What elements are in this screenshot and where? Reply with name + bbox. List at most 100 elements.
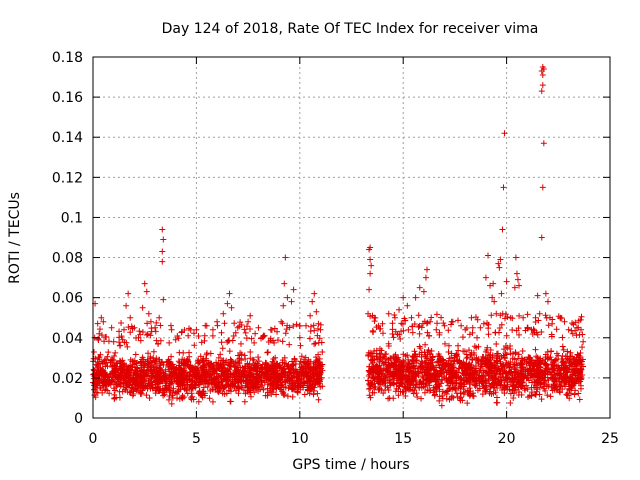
data-point bbox=[527, 356, 534, 363]
data-point bbox=[503, 332, 510, 339]
data-point bbox=[439, 388, 446, 395]
data-point bbox=[219, 345, 226, 352]
data-point bbox=[421, 359, 428, 366]
data-point bbox=[402, 392, 409, 399]
data-point bbox=[243, 323, 250, 330]
data-point bbox=[427, 351, 434, 358]
data-point bbox=[187, 364, 194, 371]
data-point bbox=[127, 314, 134, 321]
data-point bbox=[310, 391, 317, 398]
data-point bbox=[297, 369, 304, 376]
data-point bbox=[210, 376, 217, 383]
data-point bbox=[492, 373, 499, 380]
data-point bbox=[303, 322, 310, 329]
data-point bbox=[445, 342, 452, 349]
data-point bbox=[237, 349, 244, 356]
data-point bbox=[221, 320, 228, 327]
y-tick-label: 0.1 bbox=[61, 210, 83, 226]
data-point bbox=[427, 318, 434, 325]
data-point bbox=[134, 365, 141, 372]
data-point bbox=[175, 335, 182, 342]
data-point bbox=[520, 314, 527, 321]
data-point bbox=[267, 385, 274, 392]
data-point bbox=[511, 284, 518, 291]
data-point bbox=[532, 314, 539, 321]
data-point bbox=[160, 236, 167, 243]
data-point bbox=[185, 332, 192, 339]
data-point bbox=[110, 374, 117, 381]
data-point bbox=[460, 371, 467, 378]
data-point bbox=[500, 184, 507, 191]
data-point bbox=[227, 381, 234, 388]
data-point bbox=[190, 330, 197, 337]
data-point bbox=[226, 362, 233, 369]
data-point bbox=[376, 358, 383, 365]
data-point bbox=[480, 374, 487, 381]
data-point bbox=[293, 321, 300, 328]
data-point bbox=[469, 324, 476, 331]
data-point bbox=[194, 367, 201, 373]
data-point bbox=[474, 316, 481, 323]
data-point bbox=[118, 320, 125, 326]
data-point bbox=[127, 389, 134, 396]
data-point bbox=[131, 380, 138, 387]
data-point bbox=[511, 356, 518, 363]
data-point bbox=[446, 396, 453, 403]
data-point bbox=[370, 328, 377, 335]
data-point bbox=[132, 351, 139, 358]
data-point bbox=[471, 343, 478, 350]
data-point bbox=[368, 381, 375, 388]
data-point bbox=[561, 318, 568, 325]
data-point bbox=[98, 332, 105, 339]
data-point bbox=[420, 377, 427, 384]
data-point bbox=[312, 359, 319, 366]
data-point bbox=[438, 314, 445, 321]
data-point bbox=[493, 310, 500, 317]
data-point bbox=[114, 375, 121, 382]
data-point bbox=[101, 359, 108, 366]
data-point bbox=[487, 360, 494, 367]
data-point bbox=[423, 320, 430, 327]
data-point bbox=[172, 336, 179, 343]
data-point bbox=[276, 365, 283, 372]
data-point bbox=[551, 385, 558, 392]
data-point bbox=[385, 310, 392, 317]
data-point bbox=[512, 349, 519, 356]
data-point bbox=[230, 333, 237, 340]
data-point bbox=[405, 367, 412, 374]
data-point bbox=[487, 355, 494, 362]
data-point bbox=[433, 311, 440, 318]
data-point bbox=[484, 344, 491, 351]
data-point bbox=[526, 392, 533, 399]
data-point bbox=[298, 376, 305, 383]
data-point bbox=[487, 383, 494, 390]
data-point bbox=[392, 351, 399, 358]
data-point bbox=[513, 327, 520, 334]
data-point bbox=[201, 363, 208, 370]
data-point bbox=[496, 324, 503, 331]
data-point bbox=[141, 384, 148, 391]
data-point bbox=[295, 382, 302, 389]
data-point bbox=[188, 382, 195, 389]
data-point bbox=[160, 296, 167, 303]
data-point bbox=[534, 379, 541, 386]
data-point bbox=[426, 333, 433, 340]
data-point bbox=[523, 382, 530, 389]
data-point bbox=[423, 266, 430, 273]
data-point bbox=[199, 372, 206, 379]
data-point bbox=[147, 362, 154, 369]
data-point bbox=[507, 390, 514, 397]
data-point bbox=[523, 366, 530, 373]
data-point bbox=[303, 378, 310, 385]
data-point bbox=[499, 226, 506, 233]
data-point bbox=[507, 314, 514, 321]
data-point bbox=[255, 324, 262, 331]
data-point bbox=[502, 343, 509, 350]
data-point bbox=[165, 362, 172, 369]
data-point bbox=[245, 318, 252, 325]
data-point bbox=[528, 389, 535, 396]
data-point bbox=[317, 383, 324, 390]
data-point bbox=[387, 355, 394, 362]
data-point bbox=[502, 350, 509, 357]
data-point bbox=[436, 397, 443, 404]
